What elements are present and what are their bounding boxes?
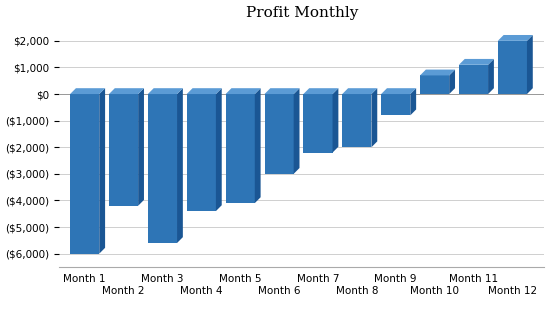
Polygon shape	[527, 35, 533, 94]
Polygon shape	[226, 88, 261, 94]
Text: Month 8: Month 8	[336, 286, 378, 296]
Text: Month 5: Month 5	[219, 274, 261, 284]
Polygon shape	[381, 88, 416, 94]
Polygon shape	[187, 88, 222, 94]
Polygon shape	[109, 88, 144, 94]
Polygon shape	[265, 88, 300, 94]
Bar	[148, 94, 177, 243]
Polygon shape	[304, 88, 338, 94]
Text: Month 7: Month 7	[296, 274, 339, 284]
Polygon shape	[498, 35, 533, 41]
Polygon shape	[410, 88, 416, 115]
Polygon shape	[70, 88, 105, 94]
Polygon shape	[294, 88, 300, 174]
Polygon shape	[138, 88, 144, 206]
Bar	[498, 41, 527, 94]
Polygon shape	[420, 70, 455, 75]
Bar	[109, 94, 138, 206]
Polygon shape	[148, 88, 183, 94]
Polygon shape	[216, 88, 222, 211]
Bar	[342, 94, 371, 147]
Bar	[70, 94, 99, 254]
Text: Month 3: Month 3	[141, 274, 184, 284]
Polygon shape	[255, 88, 261, 203]
Polygon shape	[371, 88, 377, 147]
Bar	[226, 94, 255, 203]
Polygon shape	[333, 88, 338, 153]
Text: Month 10: Month 10	[410, 286, 459, 296]
Text: Month 4: Month 4	[180, 286, 223, 296]
Text: Month 12: Month 12	[488, 286, 537, 296]
Polygon shape	[342, 88, 377, 94]
Bar	[420, 75, 449, 94]
Polygon shape	[99, 88, 105, 254]
Bar	[381, 94, 410, 115]
Bar	[187, 94, 216, 211]
Bar	[304, 94, 333, 153]
Bar	[459, 65, 488, 94]
Polygon shape	[488, 59, 494, 94]
Polygon shape	[449, 70, 455, 94]
Polygon shape	[459, 59, 494, 65]
Text: Month 9: Month 9	[375, 274, 417, 284]
Text: Month 1: Month 1	[63, 274, 106, 284]
Bar	[265, 94, 294, 174]
Text: Month 2: Month 2	[102, 286, 145, 296]
Text: Month 6: Month 6	[258, 286, 300, 296]
Polygon shape	[177, 88, 183, 243]
Title: Profit Monthly: Profit Monthly	[246, 5, 358, 19]
Text: Month 11: Month 11	[449, 274, 498, 284]
